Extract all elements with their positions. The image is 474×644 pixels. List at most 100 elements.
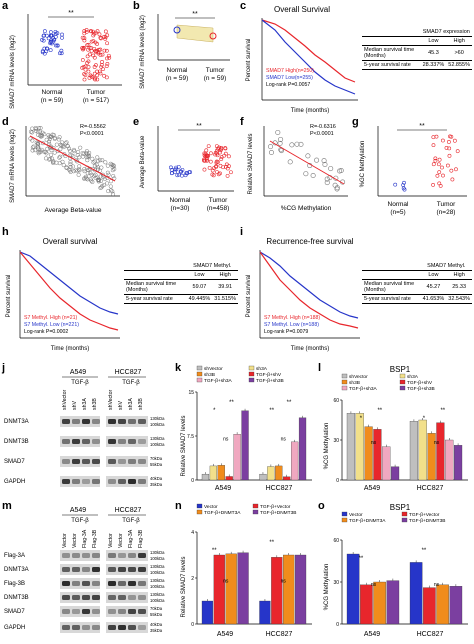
panel-i-row-1-v1: 45.27: [420, 279, 447, 295]
dot: [206, 144, 211, 148]
j-blot-strip: [60, 476, 100, 487]
dot: [71, 147, 77, 152]
panel-f-dots: [268, 129, 346, 192]
panel-i-title: Recurrence-free survival: [266, 237, 353, 246]
panel-i-km: Recurrence-free survival Percent surviva…: [246, 237, 360, 352]
dot: [55, 43, 60, 48]
dot: [90, 179, 95, 185]
m-kda: 35kDa: [150, 628, 163, 633]
m-band: [138, 625, 146, 630]
m-band: [138, 595, 146, 600]
dot: [46, 36, 51, 41]
ns-mark: ns: [223, 579, 229, 585]
dot: [98, 158, 103, 163]
dot: [440, 165, 444, 170]
j-blot-strip: [106, 456, 148, 467]
panel-e-n-2: (n=458): [207, 205, 230, 212]
dot: [98, 174, 103, 179]
bar: [225, 476, 233, 481]
dot: [205, 158, 209, 163]
panel-e-n-1: (n=30): [171, 205, 190, 212]
panel-h-km: Overall survival Percent survival S7 Met…: [6, 237, 120, 352]
dot: [63, 141, 68, 146]
dot: [82, 38, 87, 43]
dot: [86, 69, 91, 74]
m-band: [128, 595, 136, 600]
sig-mark: **: [269, 408, 274, 414]
m-band: [72, 595, 80, 600]
dot: [449, 168, 454, 173]
dot: [91, 160, 96, 165]
dot: [85, 158, 90, 163]
ns-mark: ns: [371, 440, 377, 446]
dot: [96, 177, 101, 182]
dot: [98, 35, 103, 40]
dot: [30, 145, 35, 150]
dot: [95, 42, 99, 46]
dot: [214, 144, 219, 149]
panel-k-group-2: HCC827: [266, 485, 293, 492]
dot: [52, 37, 57, 42]
bar: [346, 553, 360, 625]
dot: [111, 174, 116, 179]
dot: [78, 145, 83, 150]
j-band: [108, 479, 116, 484]
panel-l-ylabel: %CG Methylation: [324, 423, 330, 470]
j-band: [72, 419, 80, 424]
j-kda: 100kDa: [150, 422, 165, 427]
dot: [455, 149, 460, 154]
j-band: [82, 439, 90, 444]
dot: [98, 47, 103, 52]
panel-i-row-2-v1: 41.653%: [420, 294, 447, 304]
dot: [176, 164, 181, 169]
legend-label: Vector: [204, 504, 218, 510]
bar: [409, 421, 418, 481]
panel-j-cell-2: HCC827: [115, 369, 142, 376]
dot: [36, 142, 41, 147]
dot: [86, 59, 91, 64]
m-blot-strip: [60, 578, 100, 589]
bar: [364, 426, 373, 481]
dot: [48, 48, 53, 53]
dot: [310, 172, 316, 178]
j-kda: 35kDa: [150, 482, 163, 487]
bar: [449, 586, 463, 625]
m-band: [138, 609, 146, 614]
dot: [213, 152, 218, 157]
dot: [39, 147, 44, 152]
dot: [102, 176, 107, 181]
j-band: [118, 459, 126, 464]
panel-k-ylabel: Relative SMAD7 levels: [181, 415, 187, 476]
dot: [36, 125, 41, 131]
panel-c-col-2: High: [446, 36, 472, 46]
legend-label: shVector: [349, 374, 368, 380]
dot: [39, 132, 44, 137]
dot: [214, 165, 218, 169]
dot: [93, 168, 98, 173]
bar: [201, 600, 214, 625]
bar: [275, 465, 283, 481]
panel-c-table-header: SMAD7 expression: [420, 28, 472, 37]
panel-l-group-2: HCC827: [417, 485, 444, 492]
bar: [409, 562, 423, 625]
j-band: [62, 479, 70, 484]
dot: [433, 156, 438, 161]
j-band: [72, 479, 80, 484]
dot: [95, 69, 99, 74]
panel-label-e: e: [133, 116, 140, 128]
dot: [91, 29, 95, 34]
dot: [44, 33, 49, 38]
y-tick-label: 0: [336, 478, 339, 484]
panel-f-stat-1: R=-0.6316: [310, 124, 336, 130]
dot: [92, 55, 97, 60]
bar: [225, 553, 237, 625]
legend-label: TGF-β+shV: [256, 372, 282, 378]
dot: [278, 136, 284, 142]
dot: [97, 69, 102, 74]
dot: [305, 153, 311, 159]
y-tick-label: 0: [191, 622, 194, 628]
y-tick-label: 60: [333, 398, 339, 404]
bar: [283, 554, 295, 625]
legend-label: TGF-β+DNMT3B: [409, 518, 445, 524]
j-lane-label: shVector: [108, 390, 114, 410]
